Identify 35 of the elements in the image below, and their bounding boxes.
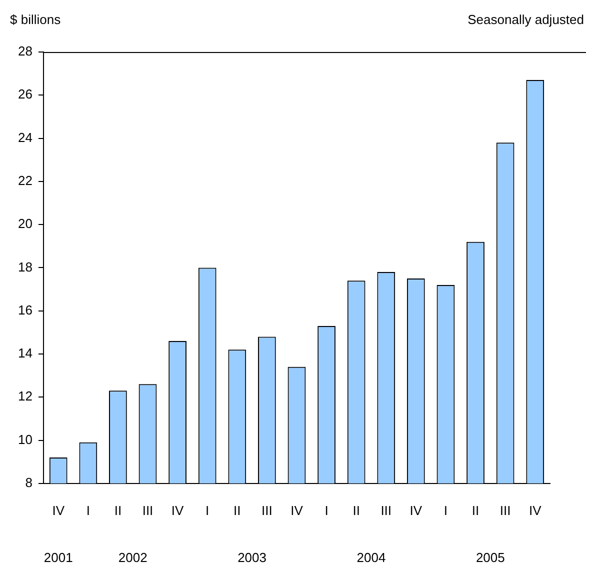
x-tick-label: I: [206, 502, 210, 518]
y-tick-label: 14: [18, 346, 32, 361]
y-tick-label: 22: [18, 173, 32, 188]
chart-subtitle: Seasonally adjusted: [468, 12, 584, 28]
text: 2003: [238, 550, 266, 566]
x-tick-label: I: [444, 502, 448, 518]
text: 2004: [356, 550, 386, 566]
x-tick-label: IV: [528, 502, 542, 518]
x-tick-label: III: [262, 502, 272, 518]
x-tick-label: IV: [171, 502, 184, 518]
y-tick-label: 24: [18, 130, 32, 145]
x-tick-label: II: [472, 502, 480, 518]
x-tick-label: III: [380, 502, 392, 518]
x-tick-label: III: [500, 502, 511, 518]
y-tick-label: 8: [25, 474, 32, 490]
y-tick-label: 10: [18, 432, 32, 447]
y-tick-label: 12: [18, 388, 32, 404]
x-tick-label: IV: [52, 502, 65, 518]
x-tick-label: I: [86, 502, 90, 518]
y-tick-label: 18: [18, 259, 32, 274]
x-tick-label: II: [114, 502, 122, 518]
x-tick-label: II: [352, 502, 360, 518]
x-tick-label: III: [142, 502, 154, 518]
y-tick-label: 16: [18, 302, 32, 318]
y-tick-label: 26: [18, 86, 32, 102]
text: 2005: [476, 550, 505, 566]
text: 2001: [44, 550, 73, 566]
x-tick-label: II: [234, 502, 241, 518]
y-tick-label: 28: [18, 44, 32, 59]
x-tick-label: I: [324, 502, 328, 518]
x-tick-label: IV: [410, 502, 422, 518]
y-tick-label: 20: [18, 216, 32, 232]
y-axis-title: $ billions: [10, 12, 62, 28]
x-tick-label: IV: [290, 502, 304, 518]
text: 2002: [118, 550, 148, 566]
